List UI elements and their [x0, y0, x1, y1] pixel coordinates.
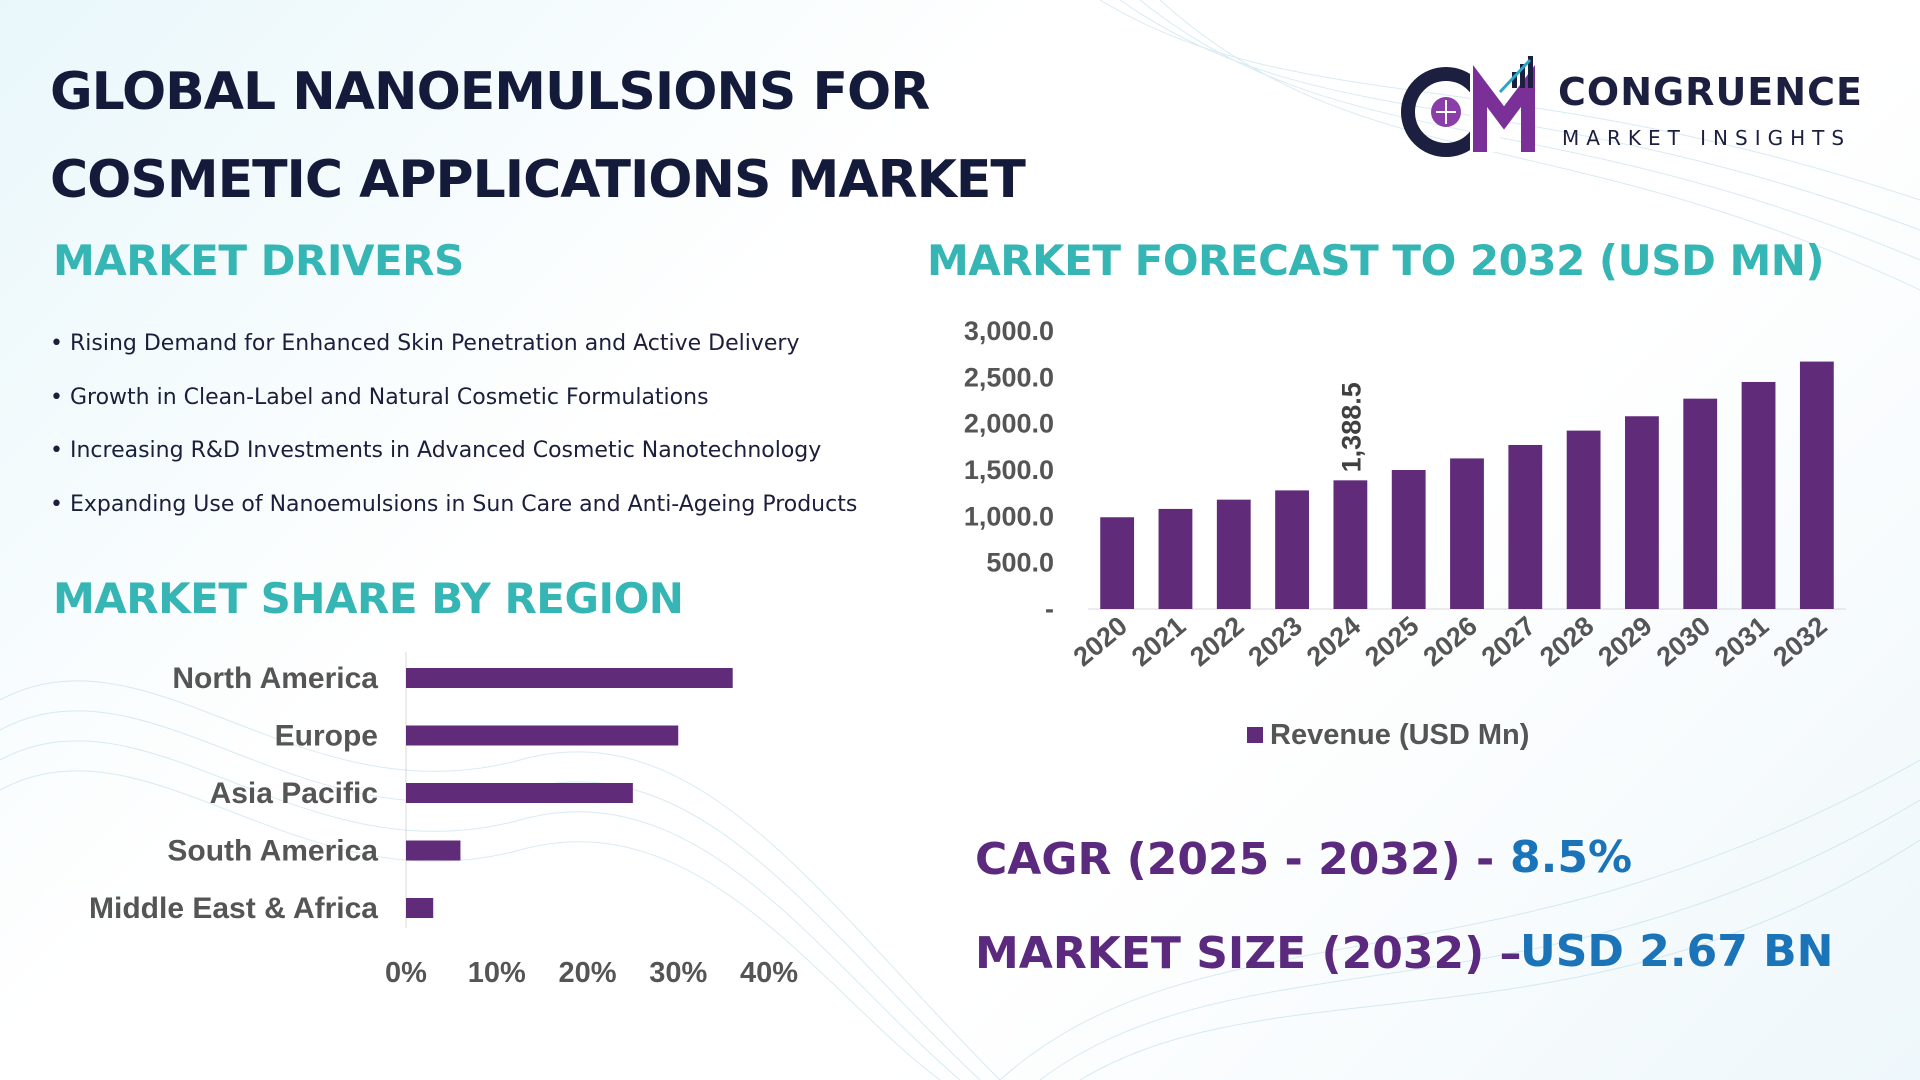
company-logo: CONGRUENCE MARKET INSIGHTS	[1400, 52, 1880, 162]
x-tick-label: 30%	[649, 957, 707, 989]
x-tick-label: 10%	[468, 957, 526, 989]
bar-2024	[1333, 480, 1368, 609]
data-label-2024: 1,388.5	[1336, 382, 1366, 472]
bar-2025	[1391, 470, 1426, 609]
y-tick-label: 2,500.0	[964, 362, 1054, 392]
drivers-title: MARKET DRIVERS	[53, 236, 464, 285]
bar-2020	[1100, 517, 1135, 609]
legend-swatch	[1247, 727, 1263, 743]
bar-2029	[1625, 416, 1659, 609]
legend-label: Revenue (USD Mn)	[1270, 719, 1529, 751]
market-size-label: MARKET SIZE (2032) –	[975, 928, 1522, 979]
cagr-value: 8.5%	[1510, 832, 1633, 883]
bar-middle-east-africa	[406, 898, 434, 918]
category-label: North America	[172, 662, 378, 695]
market-size-value: USD 2.67 BN	[1520, 926, 1834, 977]
driver-item: Expanding Use of Nanoemulsions in Sun Ca…	[50, 491, 930, 545]
y-tick-label: 500.0	[986, 548, 1054, 578]
category-label: Middle East & Africa	[89, 892, 378, 925]
bar-2022	[1216, 499, 1251, 609]
bar-2026	[1450, 458, 1484, 609]
page-title: GLOBAL NANOEMULSIONS FOR COSMETIC APPLIC…	[50, 48, 1130, 224]
y-tick-label: 3,000.0	[964, 316, 1054, 346]
category-label: Europe	[275, 720, 378, 753]
bar-2030	[1683, 398, 1718, 609]
x-tick-label: 20%	[558, 957, 616, 989]
bar-2031	[1741, 381, 1776, 609]
bar-europe	[406, 725, 679, 746]
bar-2021	[1158, 508, 1193, 609]
region-title: MARKET SHARE BY REGION	[53, 574, 684, 623]
bar-north-america	[406, 668, 733, 688]
y-tick-label: 1,000.0	[964, 501, 1054, 531]
y-tick-label: -	[1045, 594, 1054, 624]
bar-2027	[1508, 444, 1543, 609]
title-line-1: GLOBAL NANOEMULSIONS FOR	[50, 62, 930, 122]
driver-item: Growth in Clean-Label and Natural Cosmet…	[50, 384, 930, 438]
logo-name: CONGRUENCE	[1558, 70, 1863, 114]
bar-asia-pacific	[406, 783, 633, 803]
bar-2028	[1566, 430, 1601, 609]
drivers-list: Rising Demand for Enhanced Skin Penetrat…	[50, 330, 930, 544]
x-tick-label: 40%	[740, 957, 798, 989]
category-label: Asia Pacific	[210, 777, 378, 810]
y-tick-label: 2,000.0	[964, 409, 1054, 439]
driver-item: Rising Demand for Enhanced Skin Penetrat…	[50, 330, 930, 384]
logo-subtitle: MARKET INSIGHTS	[1562, 126, 1852, 150]
y-tick-label: 1,500.0	[964, 455, 1054, 485]
bar-south-america	[406, 840, 461, 861]
bar-2032	[1799, 361, 1834, 609]
driver-item: Increasing R&D Investments in Advanced C…	[50, 437, 930, 491]
category-label: South America	[167, 835, 378, 868]
forecast-title: MARKET FORECAST TO 2032 (USD MN)	[927, 236, 1825, 285]
title-line-2: COSMETIC APPLICATIONS MARKET	[50, 150, 1026, 210]
bar-2023	[1275, 490, 1309, 609]
cm-monogram-icon	[1401, 56, 1535, 157]
cagr-label: CAGR (2025 - 2032) -	[975, 834, 1495, 885]
x-tick-label: 0%	[385, 957, 427, 989]
